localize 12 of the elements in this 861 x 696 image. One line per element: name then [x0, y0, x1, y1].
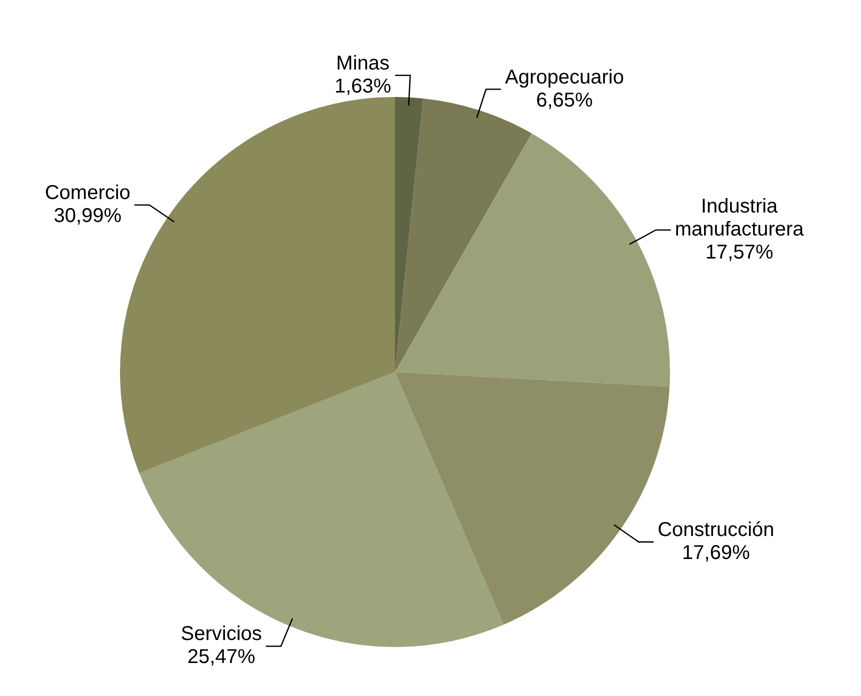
data-label: 6,65% — [536, 89, 594, 112]
data-label: 17,57% — [705, 242, 774, 264]
data-label: 25,47% — [187, 646, 256, 668]
slice-label: Comercio — [44, 182, 130, 204]
slice-label: Industria manufacturera — [674, 196, 805, 240]
data-label: 30,99% — [54, 205, 122, 227]
slice-label: Minas — [336, 52, 390, 74]
slice-label: Agropecuario — [504, 66, 624, 88]
data-label: 17,69% — [682, 542, 750, 564]
slice-label: Servicios — [180, 623, 262, 646]
data-label: 1,63% — [334, 75, 392, 98]
slice-label: Construcción — [658, 518, 774, 541]
